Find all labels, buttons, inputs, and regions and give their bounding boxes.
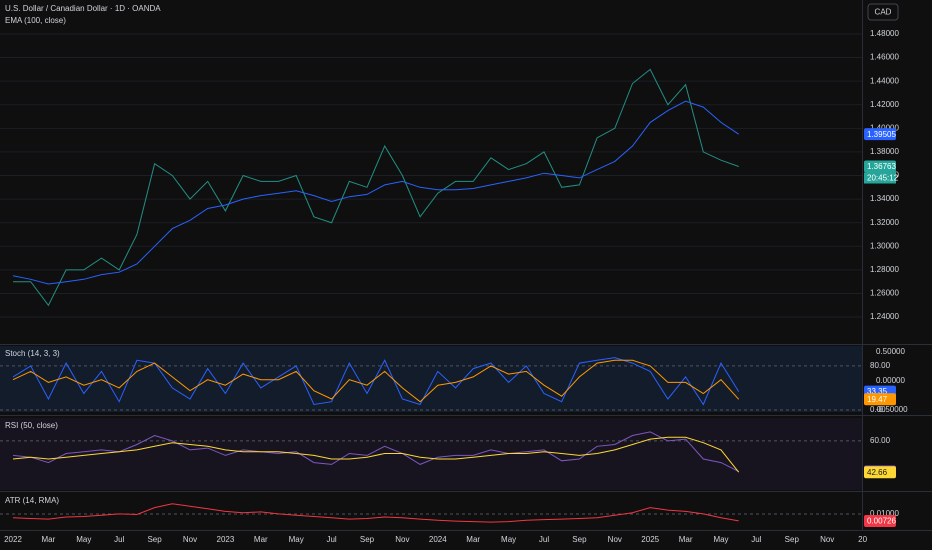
series-line [12,431,739,472]
currency[interactable]: CAD [875,8,892,17]
last-value-label: 19.47 [867,395,888,404]
series-line [12,359,740,403]
x-tick-label: Sep [785,535,800,544]
last-value-label: 33.35 [867,387,888,396]
y-tick-label: 1.40000 [870,123,899,132]
indicator-label: EMA (100, close) [5,16,66,25]
x-tick-label: Mar [254,535,268,544]
x-tick-label: Mar [466,535,480,544]
x-tick-label: Sep [360,535,375,544]
y-tick-label: 0.00 [870,405,886,414]
y-tick-label: 1.24000 [870,312,899,321]
y-tick-label: 1.38000 [870,147,899,156]
y-tick-label: 60.00 [870,436,891,445]
last-value-tag [864,128,896,141]
chart-title: U.S. Dollar / Canadian Dollar · 1D · OAN… [5,4,161,13]
x-tick-label: 2023 [217,535,235,544]
last-value-label: 42.66 [867,468,888,477]
y2-tick-label: 0.00000 [876,376,905,385]
countdown: 20:45:12 [867,174,899,183]
rsi-pane [0,418,862,490]
x-tick-label: Nov [820,535,834,544]
y-tick-label: 0.01000 [870,509,899,518]
x-tick-label: Jul [326,535,336,544]
last-value-tag [864,160,896,173]
y-tick-label: 1.34000 [870,194,899,203]
indicator-title: RSI (50, close) [5,421,58,430]
y-tick-label: 80.00 [870,361,891,370]
y-tick-label: 1.48000 [870,29,899,38]
x-tick-label: Nov [395,535,409,544]
series-line [12,100,739,285]
x-tick-label: Sep [572,535,587,544]
series-line [12,357,740,406]
stoch-pane [0,346,862,412]
x-tick-label: May [289,535,304,544]
y-tick-label: 1.30000 [870,241,899,250]
last-value-label: 1.39505 [867,130,896,139]
x-tick-label: May [501,535,516,544]
x-tick-label: 2024 [429,535,447,544]
y2-tick-label: -0.50000 [876,405,908,414]
countdown-tag [864,172,896,184]
x-tick-label: Jul [114,535,124,544]
y-tick-label: 1.46000 [870,53,899,62]
x-tick-label: May [713,535,728,544]
y-tick-label: 1.42000 [870,100,899,109]
y-tick-label: 1.32000 [870,218,899,227]
x-tick-label: May [76,535,91,544]
x-tick-label: 20 [858,535,867,544]
x-tick-label: Jul [539,535,549,544]
series-line [13,68,739,307]
last-value-tag [864,393,896,406]
series-line [12,436,740,473]
last-value-label: 0.00726 [867,517,896,526]
last-value-label: 1.36763 [867,162,896,171]
y2-tick-label: 0.50000 [876,347,905,356]
x-tick-label: Jul [751,535,761,544]
series-line [12,503,739,523]
x-tick-label: Nov [608,535,622,544]
last-value-tag [864,514,896,527]
y-tick-label: 1.28000 [870,265,899,274]
x-tick-label: 2022 [4,535,22,544]
y-tick-label: 1.44000 [870,76,899,85]
x-tick-label: 2025 [641,535,659,544]
x-tick-label: Nov [183,535,197,544]
last-value-tag [864,466,896,479]
x-tick-label: Mar [42,535,56,544]
indicator-title: Stoch (14, 3, 3) [5,349,60,358]
x-tick-label: Sep [147,535,162,544]
indicator-title: ATR (14, RMA) [5,496,59,505]
currency-button[interactable] [867,3,899,21]
y-tick-label: 1.26000 [870,289,899,298]
x-tick-label: Mar [679,535,693,544]
